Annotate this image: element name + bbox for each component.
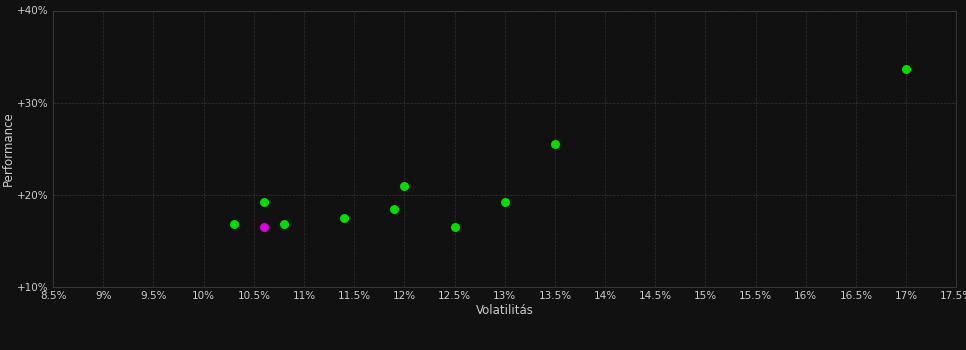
Point bbox=[336, 215, 352, 221]
Point bbox=[397, 183, 412, 188]
Y-axis label: Performance: Performance bbox=[2, 111, 14, 186]
Point bbox=[547, 141, 562, 147]
X-axis label: Volatilitás: Volatilitás bbox=[476, 304, 533, 317]
Point bbox=[386, 206, 402, 211]
Point bbox=[898, 66, 914, 71]
Point bbox=[256, 199, 271, 205]
Point bbox=[256, 224, 271, 230]
Point bbox=[226, 222, 242, 227]
Point bbox=[447, 224, 463, 230]
Point bbox=[276, 222, 292, 227]
Point bbox=[497, 199, 512, 205]
